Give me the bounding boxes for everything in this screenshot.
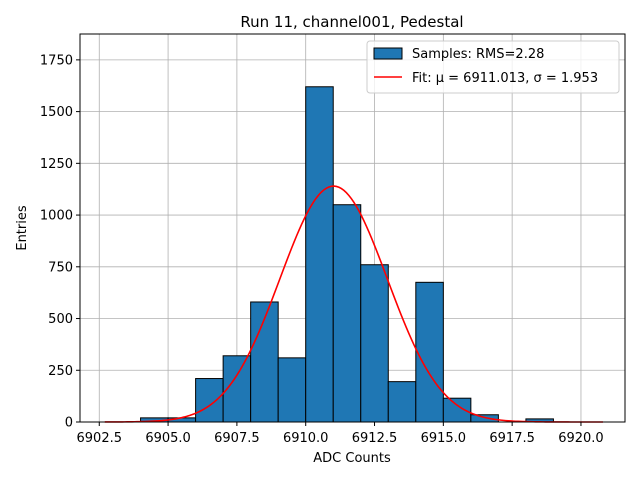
x-axis: 6902.5 6905.0 6907.5 6910.0 6912.5 6915.0 6917… bbox=[77, 422, 604, 446]
x-tick-label: 6915.0 bbox=[421, 431, 467, 446]
histogram-bar bbox=[332, 204, 362, 423]
histogram-bar bbox=[250, 301, 279, 423]
plot-frame bbox=[79, 33, 626, 423]
histogram-bar bbox=[195, 378, 224, 423]
y-tick-label: 250 bbox=[48, 364, 73, 379]
y-tick-label: 750 bbox=[48, 260, 73, 275]
histogram-bar bbox=[305, 86, 334, 423]
x-tick-label: 6912.5 bbox=[352, 431, 398, 446]
y-tick-label: 500 bbox=[48, 312, 73, 327]
legend-label-samples: Samples: RMS=2.28 bbox=[412, 47, 544, 62]
histogram-bar bbox=[415, 281, 444, 423]
y-axis-title: Entries bbox=[15, 205, 30, 251]
y-tick-label: 0 bbox=[65, 416, 73, 431]
x-tick-label: 6902.5 bbox=[77, 431, 123, 446]
y-tick-label: 1000 bbox=[40, 209, 73, 224]
histogram-bar bbox=[442, 397, 472, 423]
legend-label-fit: Fit: μ = 6911.013, σ = 1.953 bbox=[412, 71, 598, 86]
legend-box bbox=[366, 40, 620, 94]
histogram-bar bbox=[360, 264, 389, 423]
x-tick-label: 6905.0 bbox=[145, 431, 191, 446]
y-tick-label: 1250 bbox=[40, 157, 73, 172]
fit-curve-layer bbox=[104, 185, 603, 423]
y-tick-label: 1500 bbox=[40, 105, 73, 120]
y-tick-label: 1750 bbox=[40, 53, 73, 68]
legend-patch-samples bbox=[373, 47, 403, 60]
histogram-bars bbox=[140, 86, 554, 423]
x-axis-title: ADC Counts bbox=[313, 451, 391, 466]
x-tick-label: 6917.5 bbox=[489, 431, 535, 446]
chart-title: Run 11, channel001, Pedestal bbox=[240, 13, 463, 31]
fit-curve bbox=[104, 185, 603, 423]
histogram-bar bbox=[277, 357, 307, 423]
legend: Samples: RMS=2.28 Fit: μ = 6911.013, σ =… bbox=[366, 40, 620, 94]
x-tick-label: 6910.0 bbox=[283, 431, 329, 446]
y-axis: 0 250 500 750 1000 1250 1500 1750 bbox=[40, 53, 80, 431]
x-tick-label: 6920.0 bbox=[558, 431, 604, 446]
histogram-bar bbox=[387, 381, 417, 423]
histogram-bar bbox=[470, 414, 499, 423]
x-tick-label: 6907.5 bbox=[214, 431, 260, 446]
